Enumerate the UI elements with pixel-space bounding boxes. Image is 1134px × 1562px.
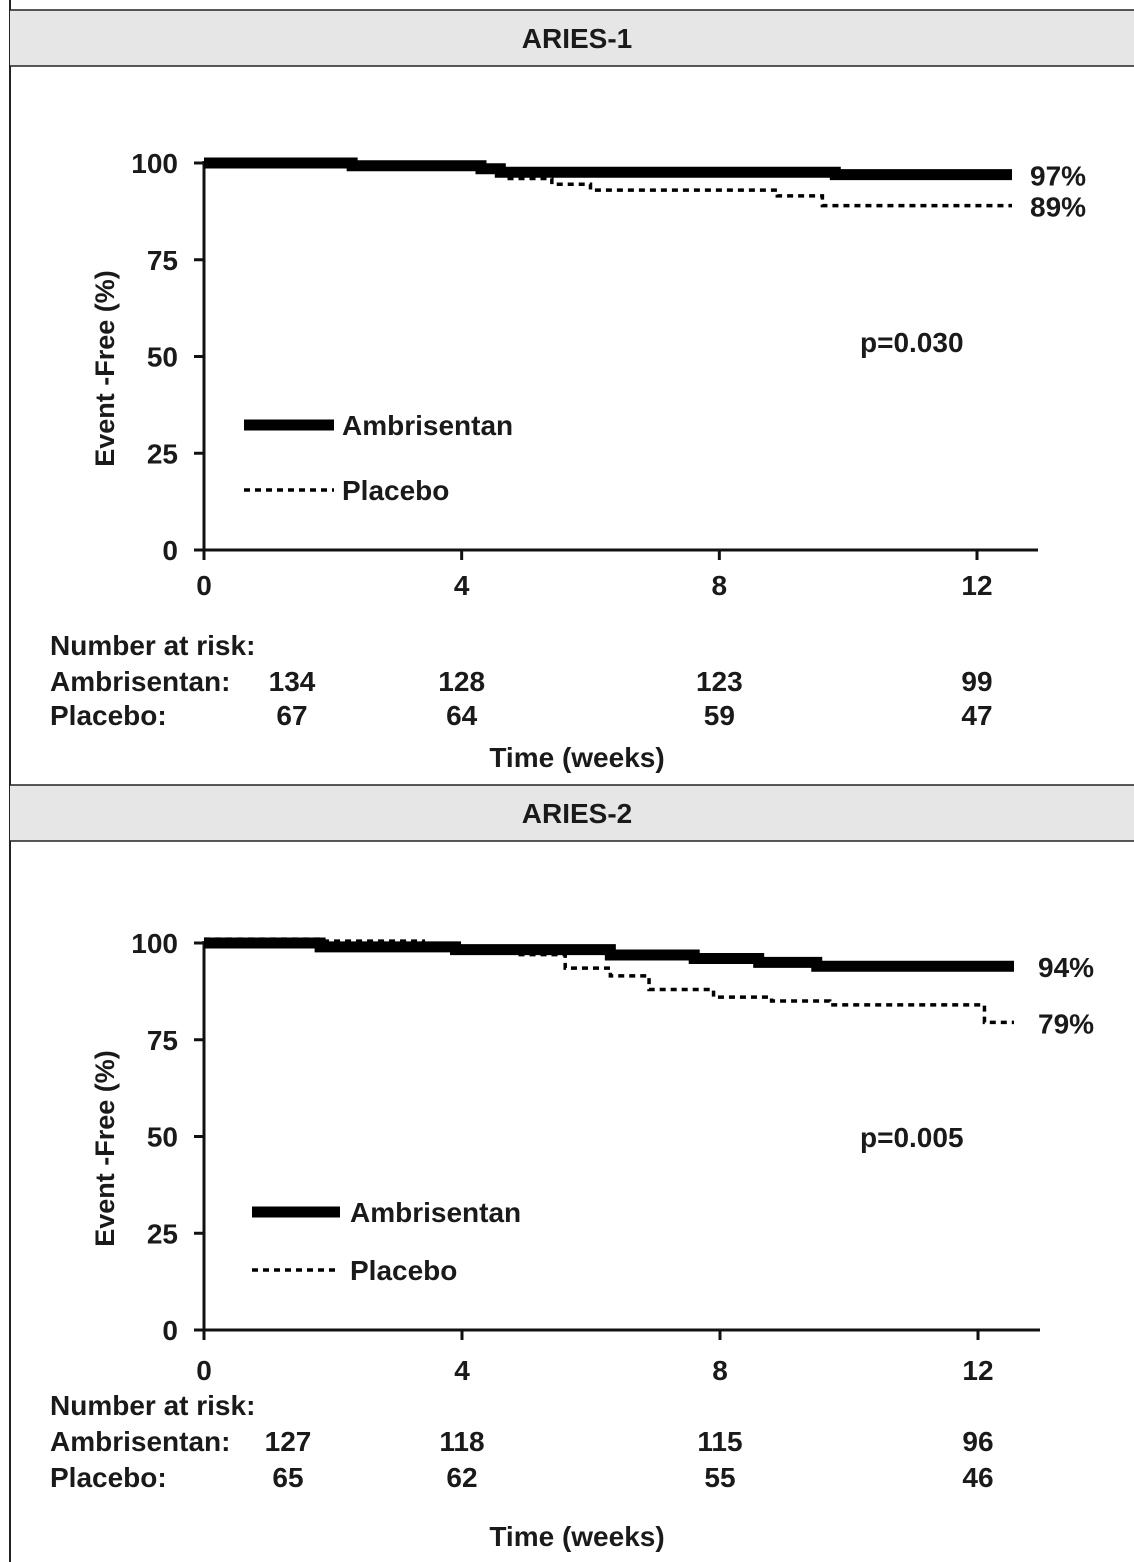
x-tick-label: 12 [961,570,992,601]
y-axis-label: Event -Free (%) [90,1050,120,1247]
y-tick-label: 25 [147,438,178,469]
y-axis-label: Event -Free (%) [90,270,120,467]
placebo-curve [204,937,1014,1025]
y-tick-label: 50 [147,342,178,373]
risk-value: 96 [962,1426,993,1457]
risk-value: 65 [272,1462,303,1493]
risk-value: 55 [704,1462,735,1493]
risk-value: 123 [696,666,743,697]
legend-label-ambrisentan: Ambrisentan [350,1197,521,1228]
risk-value: 134 [269,666,316,697]
panel-title: ARIES-2 [522,798,632,829]
y-tick-label: 25 [147,1218,178,1249]
y-tick-label: 100 [131,148,178,179]
risk-value: 128 [438,666,485,697]
title-bar [10,785,1134,841]
risk-value: 62 [446,1462,477,1493]
risk-value: 127 [265,1426,312,1457]
risk-value: 99 [961,666,992,697]
risk-table-header: Number at risk: [50,1390,255,1421]
y-tick-label: 0 [162,1315,178,1346]
panel-title: ARIES-1 [522,23,632,54]
placebo-end-label: 79% [1038,1008,1094,1039]
x-tick-label: 12 [962,1355,993,1386]
y-tick-label: 50 [147,1122,178,1153]
y-tick-label: 0 [162,535,178,566]
aries-2-panel: ARIES-2 0 25 50 75 100 0 4 8 12 Event -Free (%) 94%… [10,784,1134,1552]
placebo-curve [204,161,1012,208]
x-tick-label: 4 [454,570,470,601]
x-tick-label: 8 [712,570,728,601]
ambrisentan-curve [204,937,1014,972]
ambrisentan-end-label: 94% [1038,952,1094,983]
risk-value: 47 [961,700,992,731]
placebo-end-label: 89% [1030,192,1086,223]
risk-row-label: Placebo: [50,700,167,731]
x-tick-label: 4 [454,1355,470,1386]
risk-value: 64 [446,700,478,731]
x-axis-label: Time (weeks) [489,742,664,773]
y-tick-label: 75 [147,245,178,276]
legend-label-ambrisentan: Ambrisentan [342,410,513,441]
x-axis-label: Time (weeks) [489,1521,664,1552]
risk-row-label: Ambrisentan: [50,1426,230,1457]
risk-value: 46 [962,1462,993,1493]
x-tick-label: 8 [712,1355,728,1386]
risk-value: 118 [439,1426,484,1457]
risk-row-label: Placebo: [50,1462,167,1493]
y-tick-label: 100 [131,928,178,959]
p-value-annotation: p=0.005 [860,1122,964,1153]
aries-1-panel: ARIES-1 0 25 50 75 100 0 4 8 12 Event -Free (%) 97%… [10,9,1134,773]
p-value-annotation: p=0.030 [860,327,964,358]
ambrisentan-end-label: 97% [1030,161,1086,192]
risk-value: 67 [276,700,307,731]
x-tick-label: 0 [196,1355,212,1386]
y-tick-label: 75 [147,1025,178,1056]
title-bar [10,10,1134,66]
x-tick-label: 0 [196,570,212,601]
risk-table-header: Number at risk: [50,630,255,661]
risk-value: 115 [697,1426,742,1457]
risk-row-label: Ambrisentan: [50,666,230,697]
risk-value: 59 [704,700,735,731]
legend-label-placebo: Placebo [350,1255,457,1286]
legend-label-placebo: Placebo [342,475,449,506]
